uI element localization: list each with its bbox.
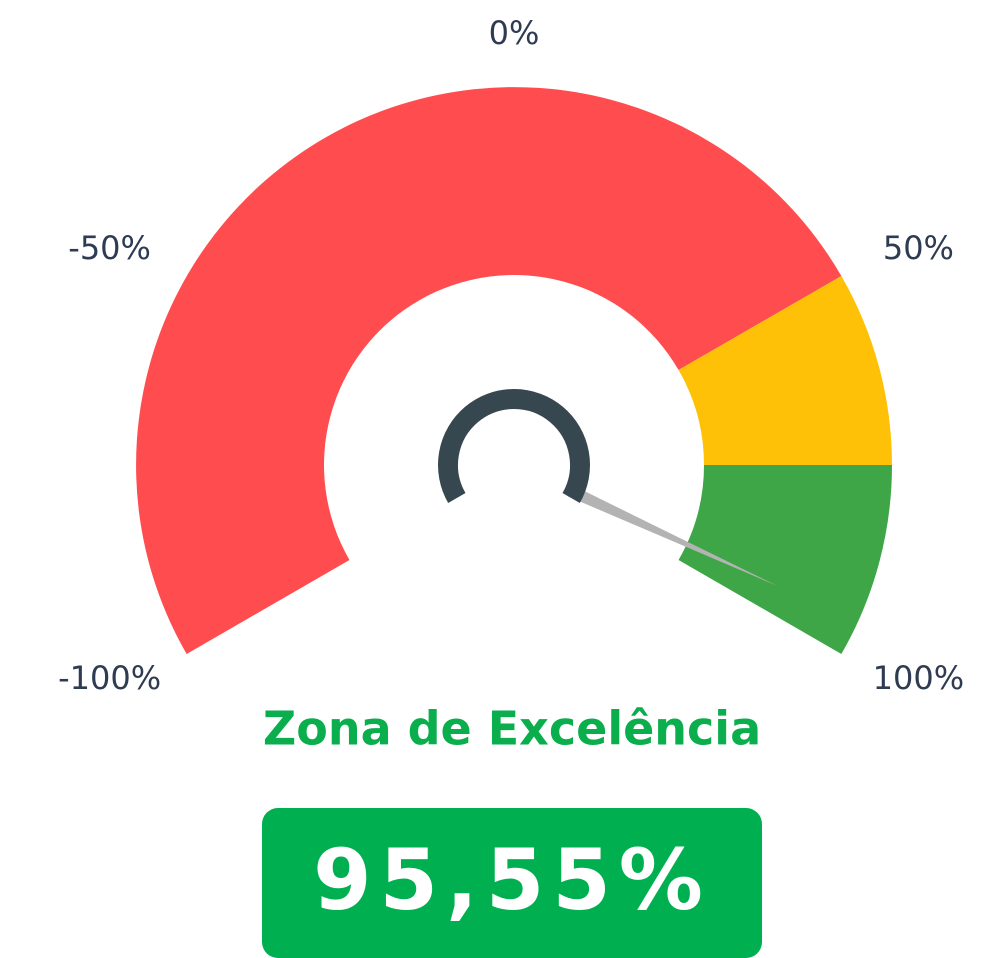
tick-label: 100% (873, 659, 964, 697)
needle (567, 485, 778, 586)
value-label: 95,55% (313, 831, 711, 929)
tick-label: 50% (883, 229, 954, 267)
gauge-band (678, 465, 892, 654)
gauge-title: Zona de Excelência (263, 702, 761, 756)
tick-label: 0% (489, 14, 540, 52)
gauge-band (678, 276, 892, 465)
tick-label: -50% (68, 229, 151, 267)
gauge-band (136, 87, 842, 655)
tick-label: -100% (58, 659, 161, 697)
value-box (262, 808, 762, 958)
needle-cap (438, 389, 590, 503)
